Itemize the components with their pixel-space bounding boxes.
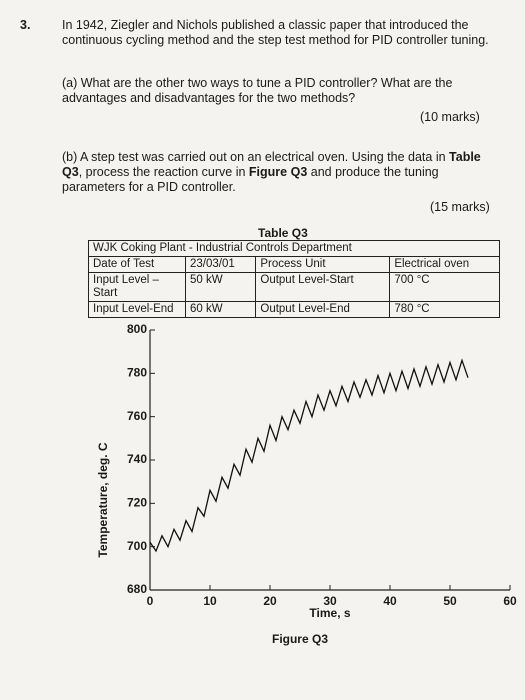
y-tick-label: 780 — [127, 366, 147, 380]
part-b-marks: (15 marks) — [430, 200, 490, 214]
part-a-text: (a) What are the other two ways to tune … — [62, 76, 453, 105]
cell: Input Level-End — [88, 301, 186, 318]
text-run: Figure Q3 — [248, 165, 308, 179]
y-tick-label: 760 — [127, 409, 147, 423]
cell: 60 kW — [184, 301, 257, 318]
x-tick-label: 0 — [147, 594, 154, 608]
y-tick-label: 720 — [127, 496, 147, 510]
y-tick-label: 800 — [127, 322, 147, 336]
part-b-text: (b) A step test was carried out on an el… — [62, 150, 502, 195]
x-tick-label: 60 — [503, 594, 517, 608]
y-tick-label: 680 — [127, 582, 147, 596]
x-tick-label: 30 — [323, 594, 337, 608]
cell: 780 °C — [389, 301, 500, 318]
y-axis-label: Temperature, deg. C — [96, 442, 110, 557]
data-line — [149, 358, 469, 553]
figure-caption: Figure Q3 — [272, 632, 328, 646]
x-tick-label: 50 — [443, 594, 457, 608]
cell: Electrical oven — [389, 256, 500, 273]
cell: 23/03/01 — [184, 256, 257, 273]
table-title: Table Q3 — [258, 226, 308, 240]
x-tick-label: 10 — [203, 594, 217, 608]
text-run: Table Q3 — [62, 150, 481, 179]
y-tick-label: 740 — [127, 452, 147, 466]
x-tick-label: 20 — [263, 594, 277, 608]
data-table: WJK Coking Plant - Industrial Controls D… — [88, 240, 500, 318]
x-axis-label: Time, s — [309, 606, 350, 620]
intro-text: In 1942, Ziegler and Nichols published a… — [62, 18, 489, 47]
part-a-marks: (10 marks) — [420, 110, 480, 124]
text-run: and produce the tuning parameters for a … — [62, 165, 439, 194]
text-run: (b) A step test was carried out on an el… — [62, 150, 450, 164]
cell: 700 °C — [389, 272, 500, 302]
text-run: , process the reaction curve in — [78, 165, 249, 179]
x-tick-label: 40 — [383, 594, 397, 608]
cell: Process Unit — [255, 256, 391, 273]
cell: 50 kW — [184, 272, 257, 302]
question-number: 3. — [20, 18, 31, 32]
cell: Output Level-Start — [255, 272, 391, 302]
cell: Output Level-End — [255, 301, 391, 318]
y-tick-label: 700 — [127, 539, 147, 553]
